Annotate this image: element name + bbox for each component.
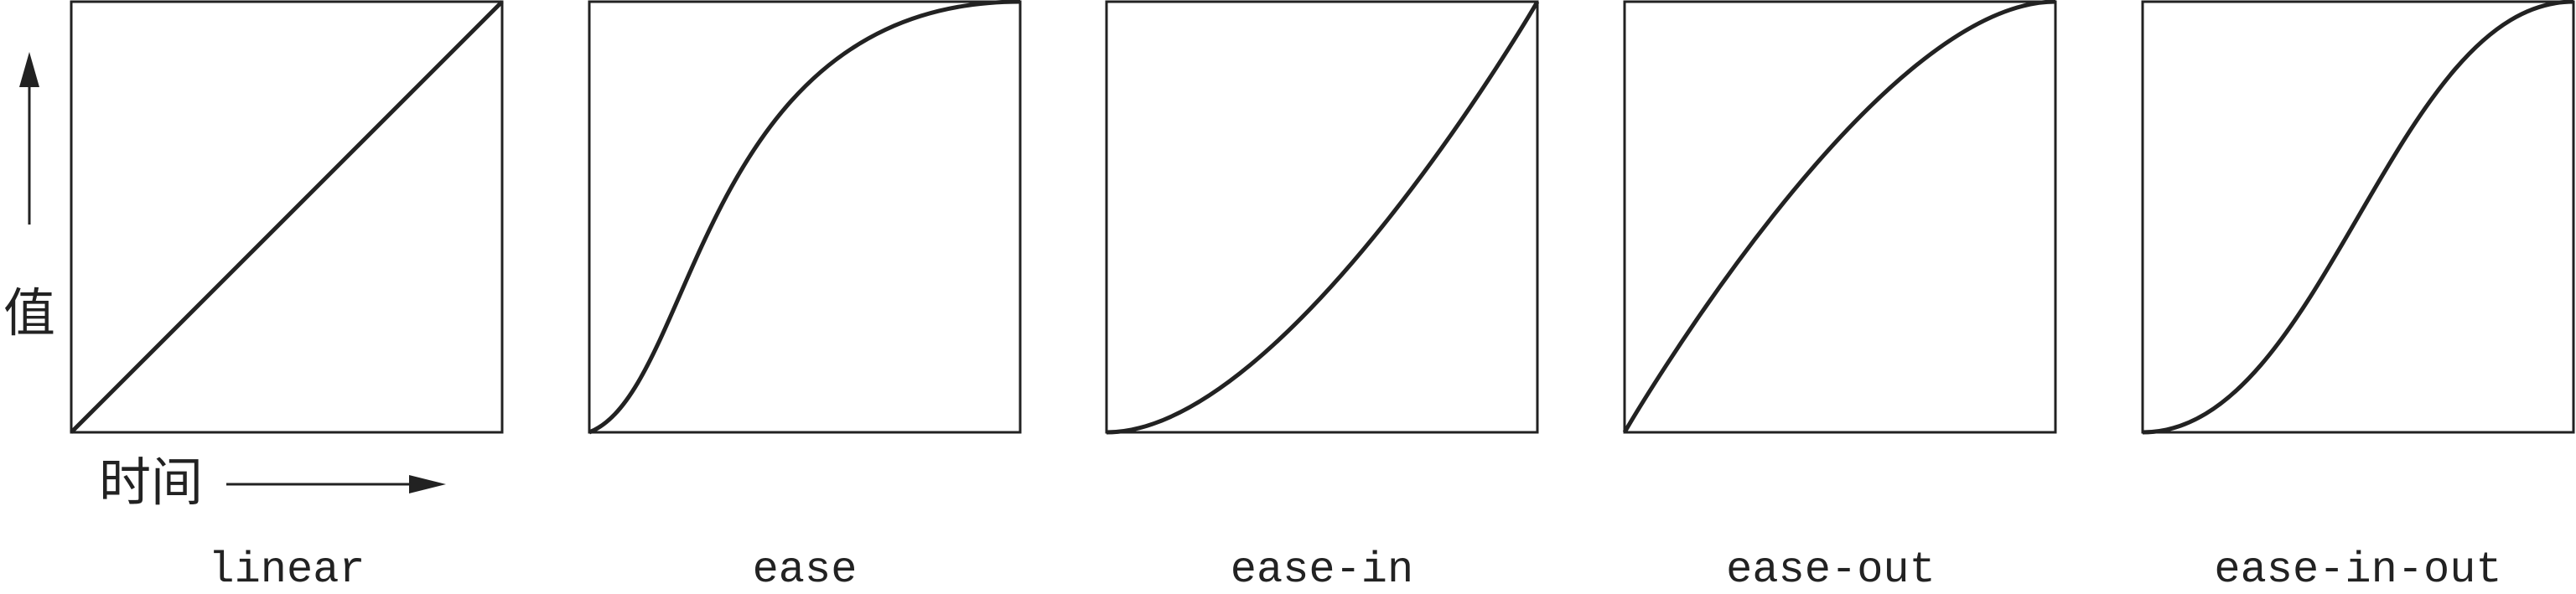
timing-curve (588, 0, 1021, 435)
panel-frame (1623, 0, 2057, 434)
panel-frame (588, 0, 1022, 434)
value-axis-indicator: 值 (3, 52, 55, 343)
value-axis-label: 值 (3, 282, 55, 343)
value-axis-arrowhead (19, 52, 39, 87)
panel-label: ease-in (1231, 545, 1413, 594)
timing-curve (70, 0, 504, 434)
time-axis-indicator: 时间 (99, 452, 446, 513)
time-axis-arrowhead (409, 475, 446, 493)
panel-ease-in-out: ease-in-out (2141, 0, 2575, 594)
timing-curve (1106, 0, 1540, 435)
panel-frame (1105, 0, 1539, 434)
panel-linear: linear (70, 0, 504, 594)
timing-curve (1622, 0, 2056, 434)
panel-label: ease-in-out (2214, 545, 2501, 594)
panel-label: ease-out (1726, 545, 1936, 594)
panel-frame (70, 0, 504, 434)
panel-label: ease (753, 545, 858, 594)
timing-curve (2142, 0, 2574, 435)
panel-ease-out: ease-out (1622, 0, 2057, 594)
panel-label: linear (208, 545, 365, 594)
panel-frame (2141, 0, 2575, 434)
panel-ease: ease (588, 0, 1022, 594)
time-axis-label: 时间 (99, 452, 203, 513)
panel-ease-in: ease-in (1105, 0, 1540, 594)
